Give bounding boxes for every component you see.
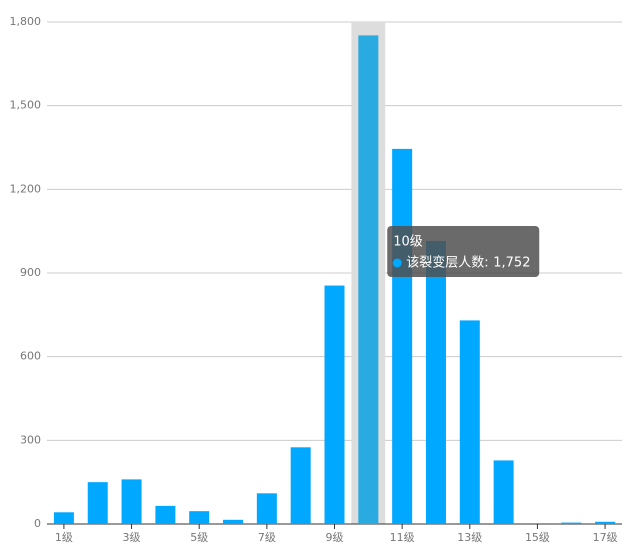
bar <box>290 447 311 524</box>
bar <box>358 35 379 525</box>
bar <box>53 512 74 524</box>
bar <box>561 522 582 524</box>
y-tick-label: 1,800 <box>10 15 42 28</box>
bar <box>595 521 616 524</box>
bar <box>121 479 142 524</box>
x-tick-label: 15级 <box>525 531 550 544</box>
y-tick-label: 1,200 <box>10 182 42 195</box>
bar <box>459 320 480 524</box>
y-tick-label: 0 <box>34 517 41 530</box>
x-tick-label: 3级 <box>123 531 141 544</box>
y-tick-label: 300 <box>20 433 41 446</box>
bar <box>189 511 210 524</box>
bar <box>155 505 176 524</box>
tooltip-sep: : <box>484 256 488 271</box>
x-tick-label: 13级 <box>457 531 482 544</box>
tooltip-value: 1,752 <box>493 256 530 271</box>
x-tick-label: 17级 <box>593 531 618 544</box>
x-tick-label: 9级 <box>326 531 344 544</box>
bar <box>324 285 345 524</box>
y-tick-label: 1,500 <box>10 99 42 112</box>
x-tick-label: 1级 <box>55 531 73 544</box>
x-tick-label: 11级 <box>390 531 415 544</box>
x-tick-label: 5级 <box>190 531 208 544</box>
tooltip-box <box>387 226 540 277</box>
tooltip-dot <box>392 258 402 268</box>
tooltip-series: 该裂变层人数 <box>406 255 484 271</box>
tooltip-title: 10级 <box>393 235 423 250</box>
x-tick-label: 7级 <box>258 531 276 544</box>
bar <box>493 460 514 524</box>
bar <box>392 148 413 524</box>
bar <box>223 519 244 524</box>
y-tick-label: 900 <box>20 266 41 279</box>
bar <box>256 493 277 524</box>
bar <box>425 240 446 524</box>
bar <box>87 482 108 524</box>
y-tick-label: 600 <box>20 350 41 363</box>
